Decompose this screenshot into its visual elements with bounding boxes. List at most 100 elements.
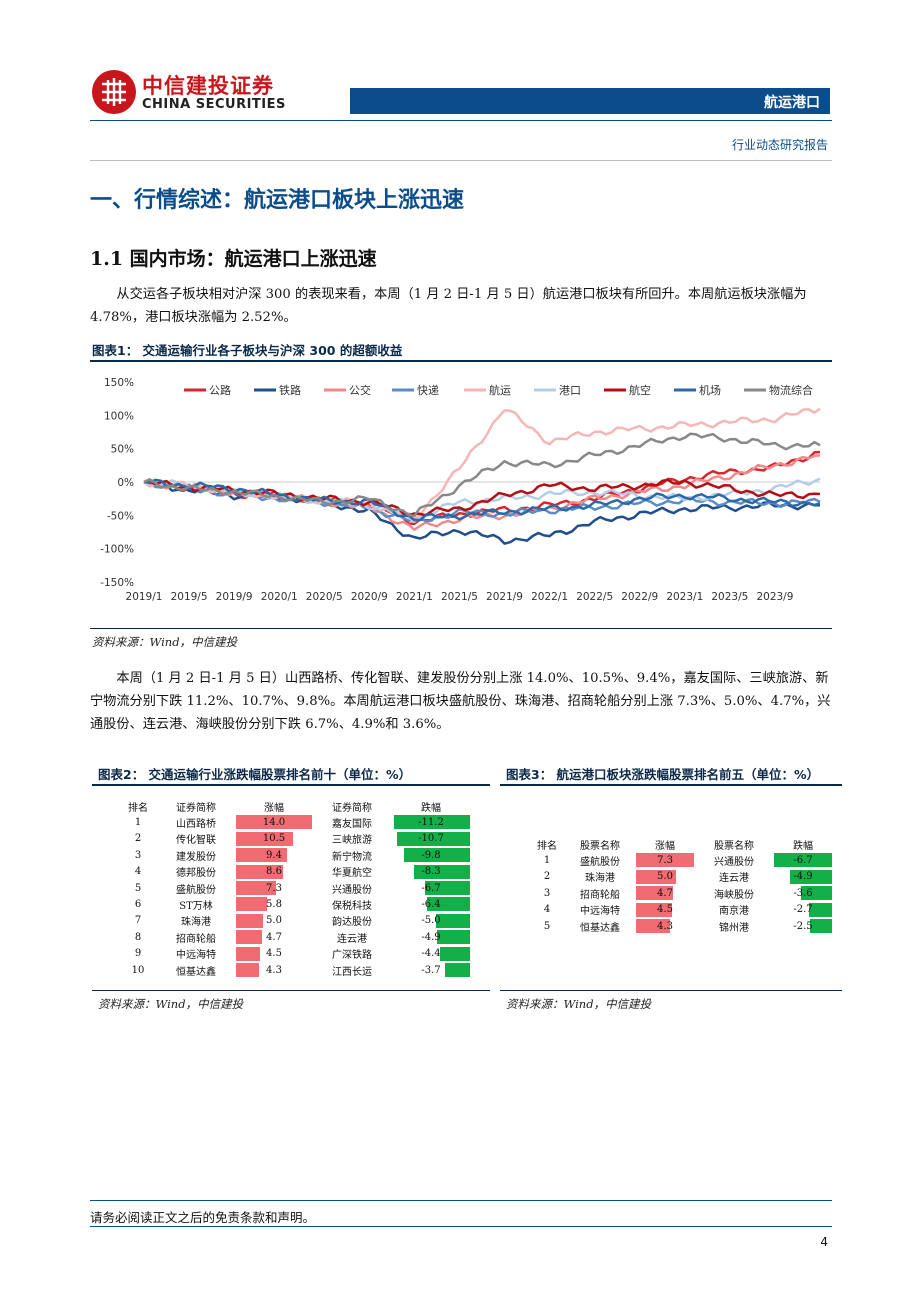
table-row: 7 珠海港 5.0 韵达股份 -5.0 (118, 913, 472, 929)
stock-name-cell: 山西路桥 (176, 819, 216, 831)
loss-cell: -5.0 (390, 913, 472, 929)
rank-cell: 4 (134, 866, 142, 878)
loss-cell: -11.2 (390, 814, 472, 830)
loss-cell: -4.9 (390, 929, 472, 945)
rank-cell: 4 (543, 904, 551, 916)
gain-value: 4.5 (266, 948, 282, 960)
table-row: 9 中远海特 4.5 广深铁路 -4.4 (118, 946, 472, 962)
loss-bar (426, 897, 470, 912)
y-tick-label: 150% (104, 377, 134, 389)
stock-name-cell: 锦州港 (719, 922, 749, 934)
loss-bar (403, 848, 470, 863)
x-tick-label: 2023/5 (711, 591, 748, 603)
y-tick-label: 100% (104, 410, 134, 422)
gain-value: 4.3 (657, 920, 673, 932)
table-header-cell: 跌幅 (421, 802, 441, 814)
loss-cell: -9.8 (390, 847, 472, 863)
y-tick-label: -100% (100, 544, 134, 556)
loss-cell: -3.7 (390, 962, 472, 978)
loss-bar (424, 880, 470, 895)
rank-cell: 8 (134, 931, 142, 943)
legend-label: 公交 (349, 383, 371, 397)
loss-value: -9.8 (421, 849, 441, 861)
company-name-cn: 中信建投证券 (142, 74, 274, 98)
table-row: 2 传化智联 10.5 三峡旅游 -10.7 (118, 831, 472, 847)
loss-value: -6.4 (421, 899, 441, 911)
stock-name-cell: 盛航股份 (580, 857, 620, 869)
legend-label: 快递 (417, 383, 439, 397)
figure1-source: 资料来源：Wind，中信建投 (92, 635, 238, 649)
stock-name-cell: 建发股份 (176, 851, 216, 863)
stock-name-cell: 连云港 (719, 873, 749, 885)
loss-value: -6.7 (793, 855, 813, 867)
figure2-bottom-rule (92, 990, 490, 991)
stock-name-cell: 保税科技 (332, 901, 372, 913)
y-tick-label: 0% (117, 477, 134, 489)
x-tick-label: 2023/9 (756, 591, 793, 603)
rank-cell: 3 (134, 849, 142, 861)
x-tick-label: 2021/5 (441, 591, 478, 603)
gain-cell: 5.0 (634, 869, 696, 885)
stock-name-cell: 盛航股份 (176, 884, 216, 896)
rank-cell: 9 (134, 948, 142, 960)
stock-name-cell: 兴通股份 (714, 857, 754, 869)
chart-series (143, 407, 821, 545)
loss-value: -4.9 (421, 931, 441, 943)
footer-disclaimer: 请务必阅读正文之后的免责条款和声明。 (90, 1210, 316, 1225)
x-tick-label: 2022/1 (531, 591, 568, 603)
table-header-cell: 排名 (128, 802, 148, 814)
loss-cell: -4.9 (772, 869, 834, 885)
stock-name-cell: 德邦股份 (176, 868, 216, 880)
stock-name-cell: 珠海港 (181, 917, 211, 929)
legend-label: 航空 (629, 383, 651, 397)
footer-divider (90, 1200, 832, 1201)
gain-value: 5.0 (266, 915, 282, 927)
stock-name-cell: 广深铁路 (332, 950, 372, 962)
gain-bar (636, 918, 671, 933)
rank-cell: 7 (134, 915, 142, 927)
gain-cell: 5.8 (234, 896, 314, 912)
figure1-title: 图表1： 交通运输行业各子板块与沪深 300 的超额收益 (92, 343, 403, 358)
rank-cell: 1 (134, 817, 142, 829)
gain-bar (636, 869, 676, 884)
gain-value: 5.0 (657, 871, 673, 883)
legend-label: 航运 (489, 383, 511, 397)
loss-cell: -2.5 (772, 918, 834, 934)
gain-cell: 8.6 (234, 864, 314, 880)
table-header-cell: 涨幅 (264, 802, 284, 814)
gain-value: 4.7 (266, 931, 282, 943)
gain-cell: 7.3 (634, 852, 696, 868)
rank-cell: 2 (134, 833, 142, 845)
rank-cell: 3 (543, 887, 551, 899)
figure2-top-rule (92, 784, 490, 786)
loss-bar (436, 930, 470, 945)
gain-bar (236, 880, 276, 895)
page-number: 4 (820, 1235, 828, 1249)
y-tick-label: -150% (100, 577, 134, 589)
gain-cell: 9.4 (234, 847, 314, 863)
gain-bar (236, 848, 288, 863)
figure3-bottom-rule (500, 990, 842, 991)
figure3-top-rule (500, 784, 842, 786)
x-tick-label: 2019/5 (171, 591, 208, 603)
legend-label: 铁路 (279, 384, 301, 397)
gain-cell: 5.0 (234, 913, 314, 929)
figure1-bottom-rule (90, 628, 832, 629)
x-tick-label: 2022/9 (621, 591, 658, 603)
gain-cell: 14.0 (234, 814, 314, 830)
loss-cell: -3.6 (772, 885, 834, 901)
gain-bar (236, 831, 293, 846)
stock-name-cell: ST万林 (179, 901, 213, 913)
loss-value: -3.7 (421, 964, 441, 976)
chart-legend: 公路 铁路 公交 快递 航运 港口 航空 机场 物流综合 (184, 383, 813, 397)
paragraph-2: 本周（1 月 2 日-1 月 5 日）山西路桥、传化智联、建发股份分别上涨 14… (90, 671, 831, 732)
stock-name-cell: 招商轮船 (580, 889, 620, 901)
rank-cell: 5 (543, 920, 551, 932)
rank-cell: 5 (134, 882, 142, 894)
loss-cell: -10.7 (390, 831, 472, 847)
gain-bar (236, 930, 262, 945)
loss-bar (397, 831, 470, 846)
x-tick-label: 2020/5 (306, 591, 343, 603)
legend-label: 公路 (209, 384, 231, 397)
table-header-cell: 跌幅 (793, 840, 813, 852)
